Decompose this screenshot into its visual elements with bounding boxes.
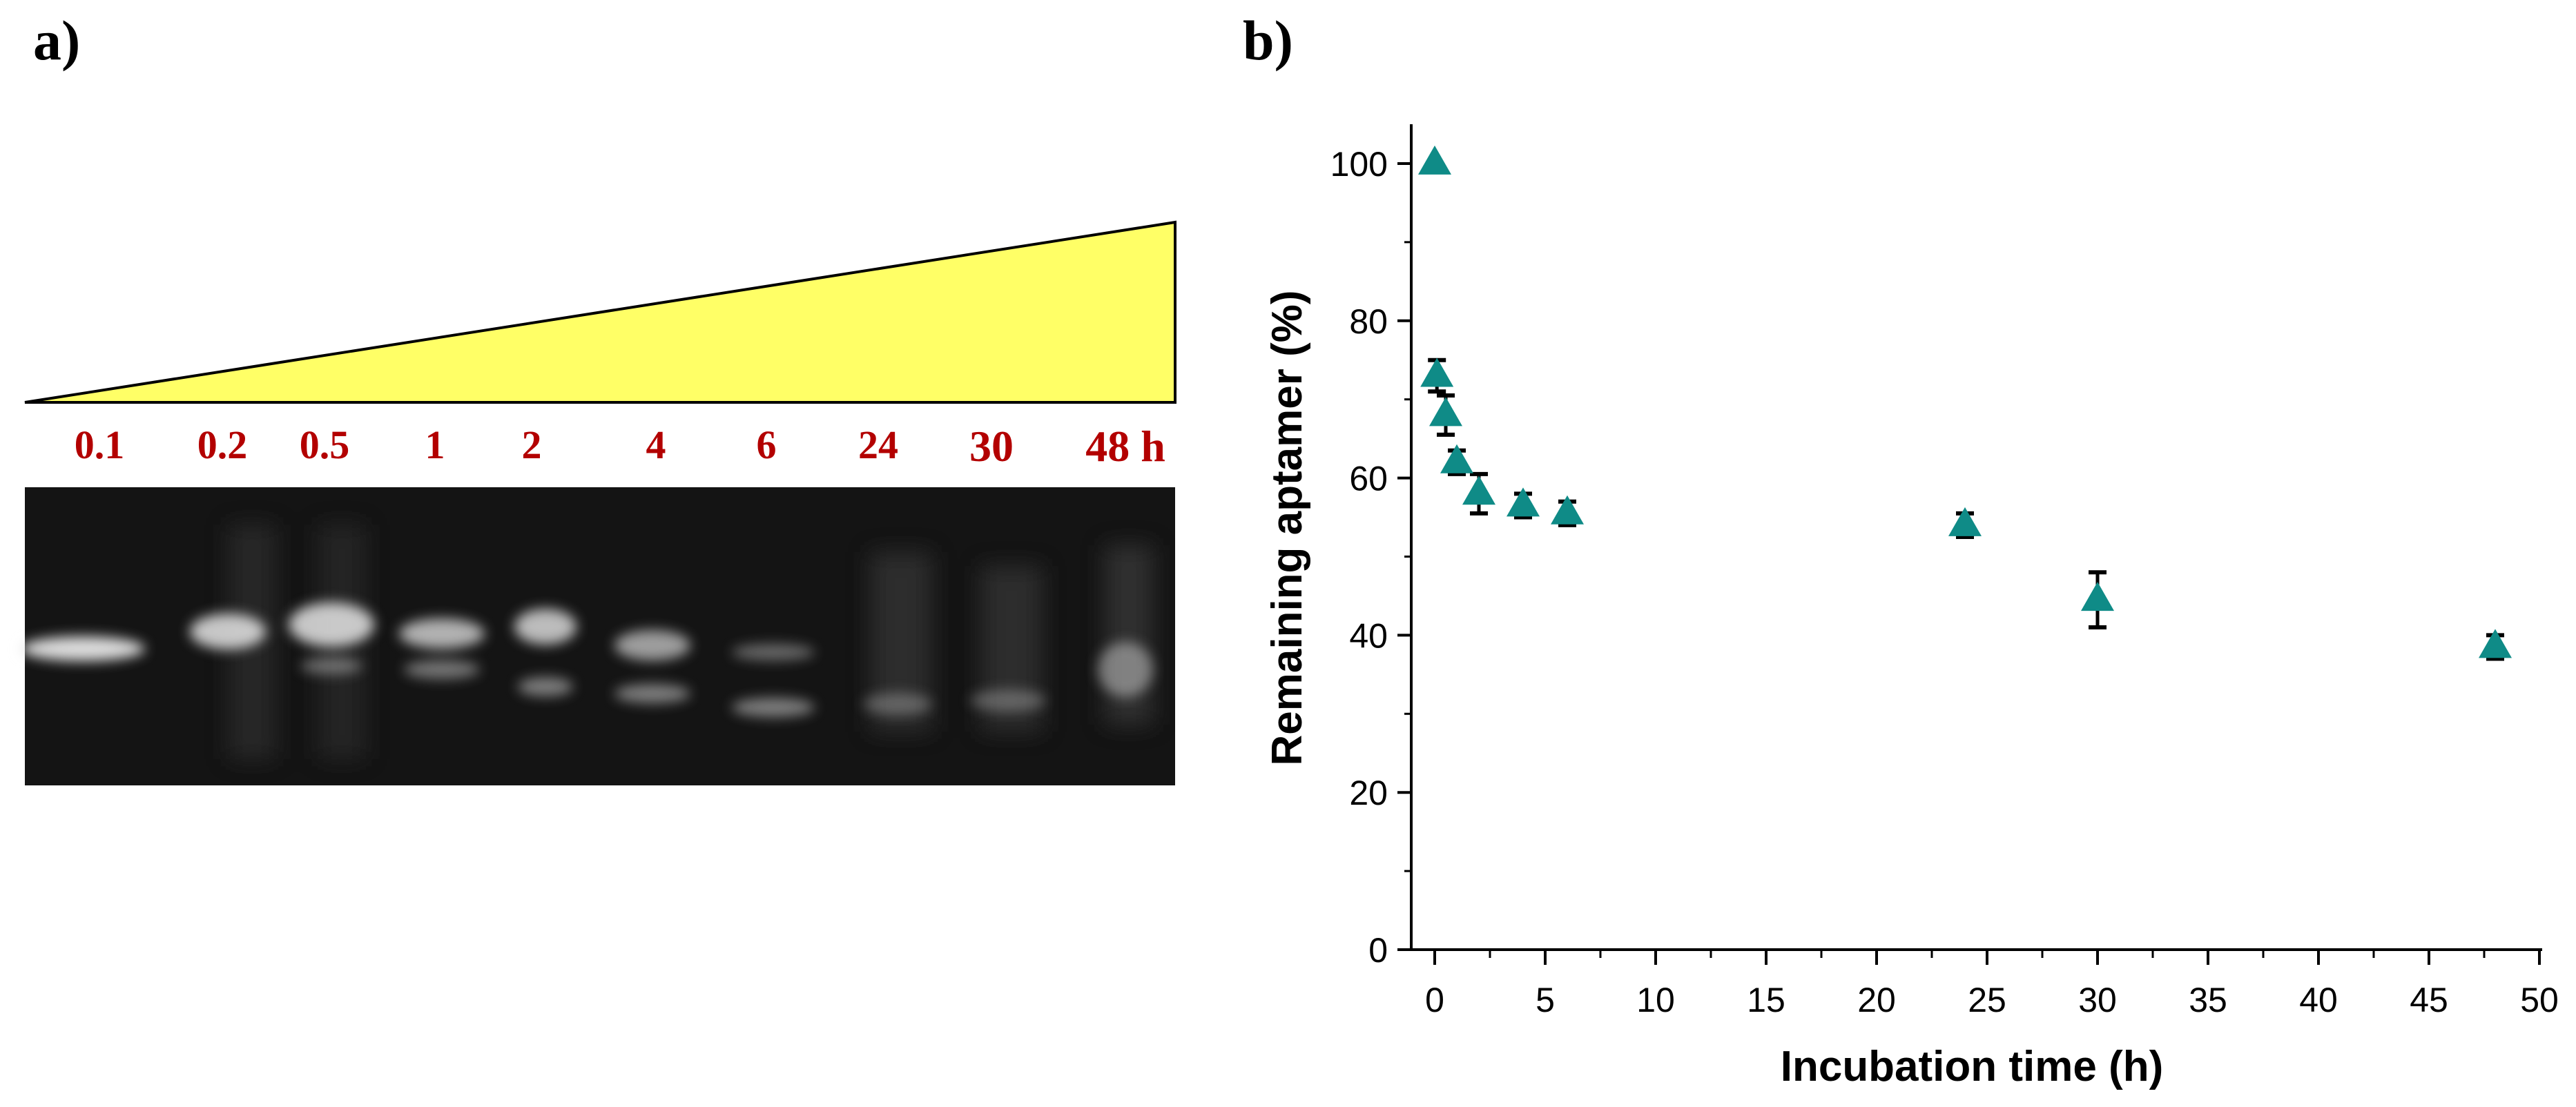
x-axis-title: Incubation time (h) [1781, 1043, 2164, 1090]
lane-label: 0.1 [75, 422, 125, 467]
x-tick-label: 50 [2520, 981, 2559, 1019]
data-point [1948, 507, 1982, 536]
data-point [1420, 357, 1454, 387]
panel-b-label: b) [1243, 9, 1293, 72]
x-tick-label: 5 [1536, 981, 1555, 1019]
lane-labels: 0.1 0.2 0.5 1 2 4 6 24 30 48 h [75, 422, 1165, 471]
data-point [1440, 444, 1473, 473]
y-tick-label: 0 [1368, 931, 1388, 970]
x-tick-label: 10 [1636, 981, 1675, 1019]
gel-image [21, 487, 1175, 785]
lane-label: 4 [646, 422, 666, 467]
x-tick-label: 30 [2078, 981, 2117, 1019]
x-tick-label: 0 [1425, 981, 1444, 1019]
lane-label: 24 [858, 422, 898, 467]
x-tick-label: 15 [1747, 981, 1785, 1019]
x-tick-label: 20 [1857, 981, 1896, 1019]
x-tick-label: 45 [2410, 981, 2448, 1019]
data-point [1551, 495, 1584, 525]
y-axis-title: Remaining aptamer (%) [1263, 290, 1311, 765]
y-tick-label: 80 [1349, 302, 1388, 341]
y-tick-label: 60 [1349, 460, 1388, 498]
panel-a-label: a) [33, 9, 81, 72]
data-point [1507, 487, 1540, 517]
lane-label: 2 [522, 422, 542, 467]
lane-label: 0.2 [197, 422, 248, 467]
data-point [1429, 397, 1462, 427]
lane-label: 0.5 [300, 422, 350, 467]
stability-chart: 0 20 40 60 80 100 0 5 10 15 20 25 30 35 40 45 50 Incuba… [1263, 124, 2559, 1090]
x-tick-label: 35 [2189, 981, 2227, 1019]
time-gradient-triangle [24, 220, 1176, 404]
x-tick-label: 40 [2299, 981, 2338, 1019]
data-point [2479, 629, 2512, 658]
lane-label: 6 [757, 422, 777, 467]
y-tick-label: 100 [1330, 145, 1388, 184]
lane-label: 48 h [1085, 422, 1165, 471]
lane-label: 1 [425, 422, 445, 467]
x-tick-label: 25 [1968, 981, 2006, 1019]
data-point [1418, 145, 1451, 175]
y-tick-label: 20 [1349, 774, 1388, 812]
y-tick-label: 40 [1349, 616, 1388, 655]
data-point [2081, 582, 2114, 611]
lane-label: 30 [969, 422, 1014, 471]
data-point [1462, 476, 1495, 505]
